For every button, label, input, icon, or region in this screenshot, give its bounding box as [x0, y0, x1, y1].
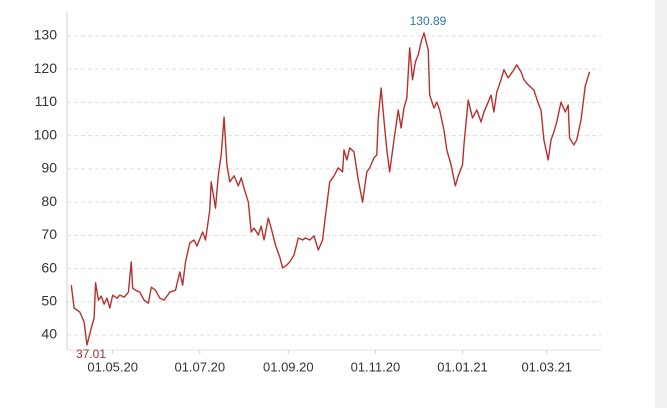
y-tick-label: 130 [34, 27, 58, 43]
y-tick-label: 90 [41, 160, 57, 176]
y-tick-label: 100 [34, 126, 58, 142]
annotation: 37.01 [76, 347, 106, 361]
y-tick-label: 60 [41, 259, 57, 275]
y-tick-label: 110 [35, 93, 58, 109]
y-tick-label: 50 [41, 293, 57, 309]
x-tick-label: 01.07.20 [174, 359, 225, 374]
x-tick-label: 01.05.20 [87, 359, 138, 374]
y-tick-label: 120 [34, 60, 58, 76]
x-tick-label: 01.01.21 [437, 359, 488, 374]
x-tick-label: 01.11.20 [351, 359, 401, 374]
x-tick-label: 01.03.21 [521, 359, 572, 374]
scrollbar-track [655, 0, 667, 408]
price-line [70, 32, 591, 346]
annotation: 130.89 [410, 14, 447, 28]
y-tick-label: 70 [41, 226, 57, 242]
x-tick-label: 01.09.20 [263, 359, 314, 374]
y-tick-label: 80 [41, 193, 57, 209]
y-tick-label: 40 [41, 326, 57, 342]
